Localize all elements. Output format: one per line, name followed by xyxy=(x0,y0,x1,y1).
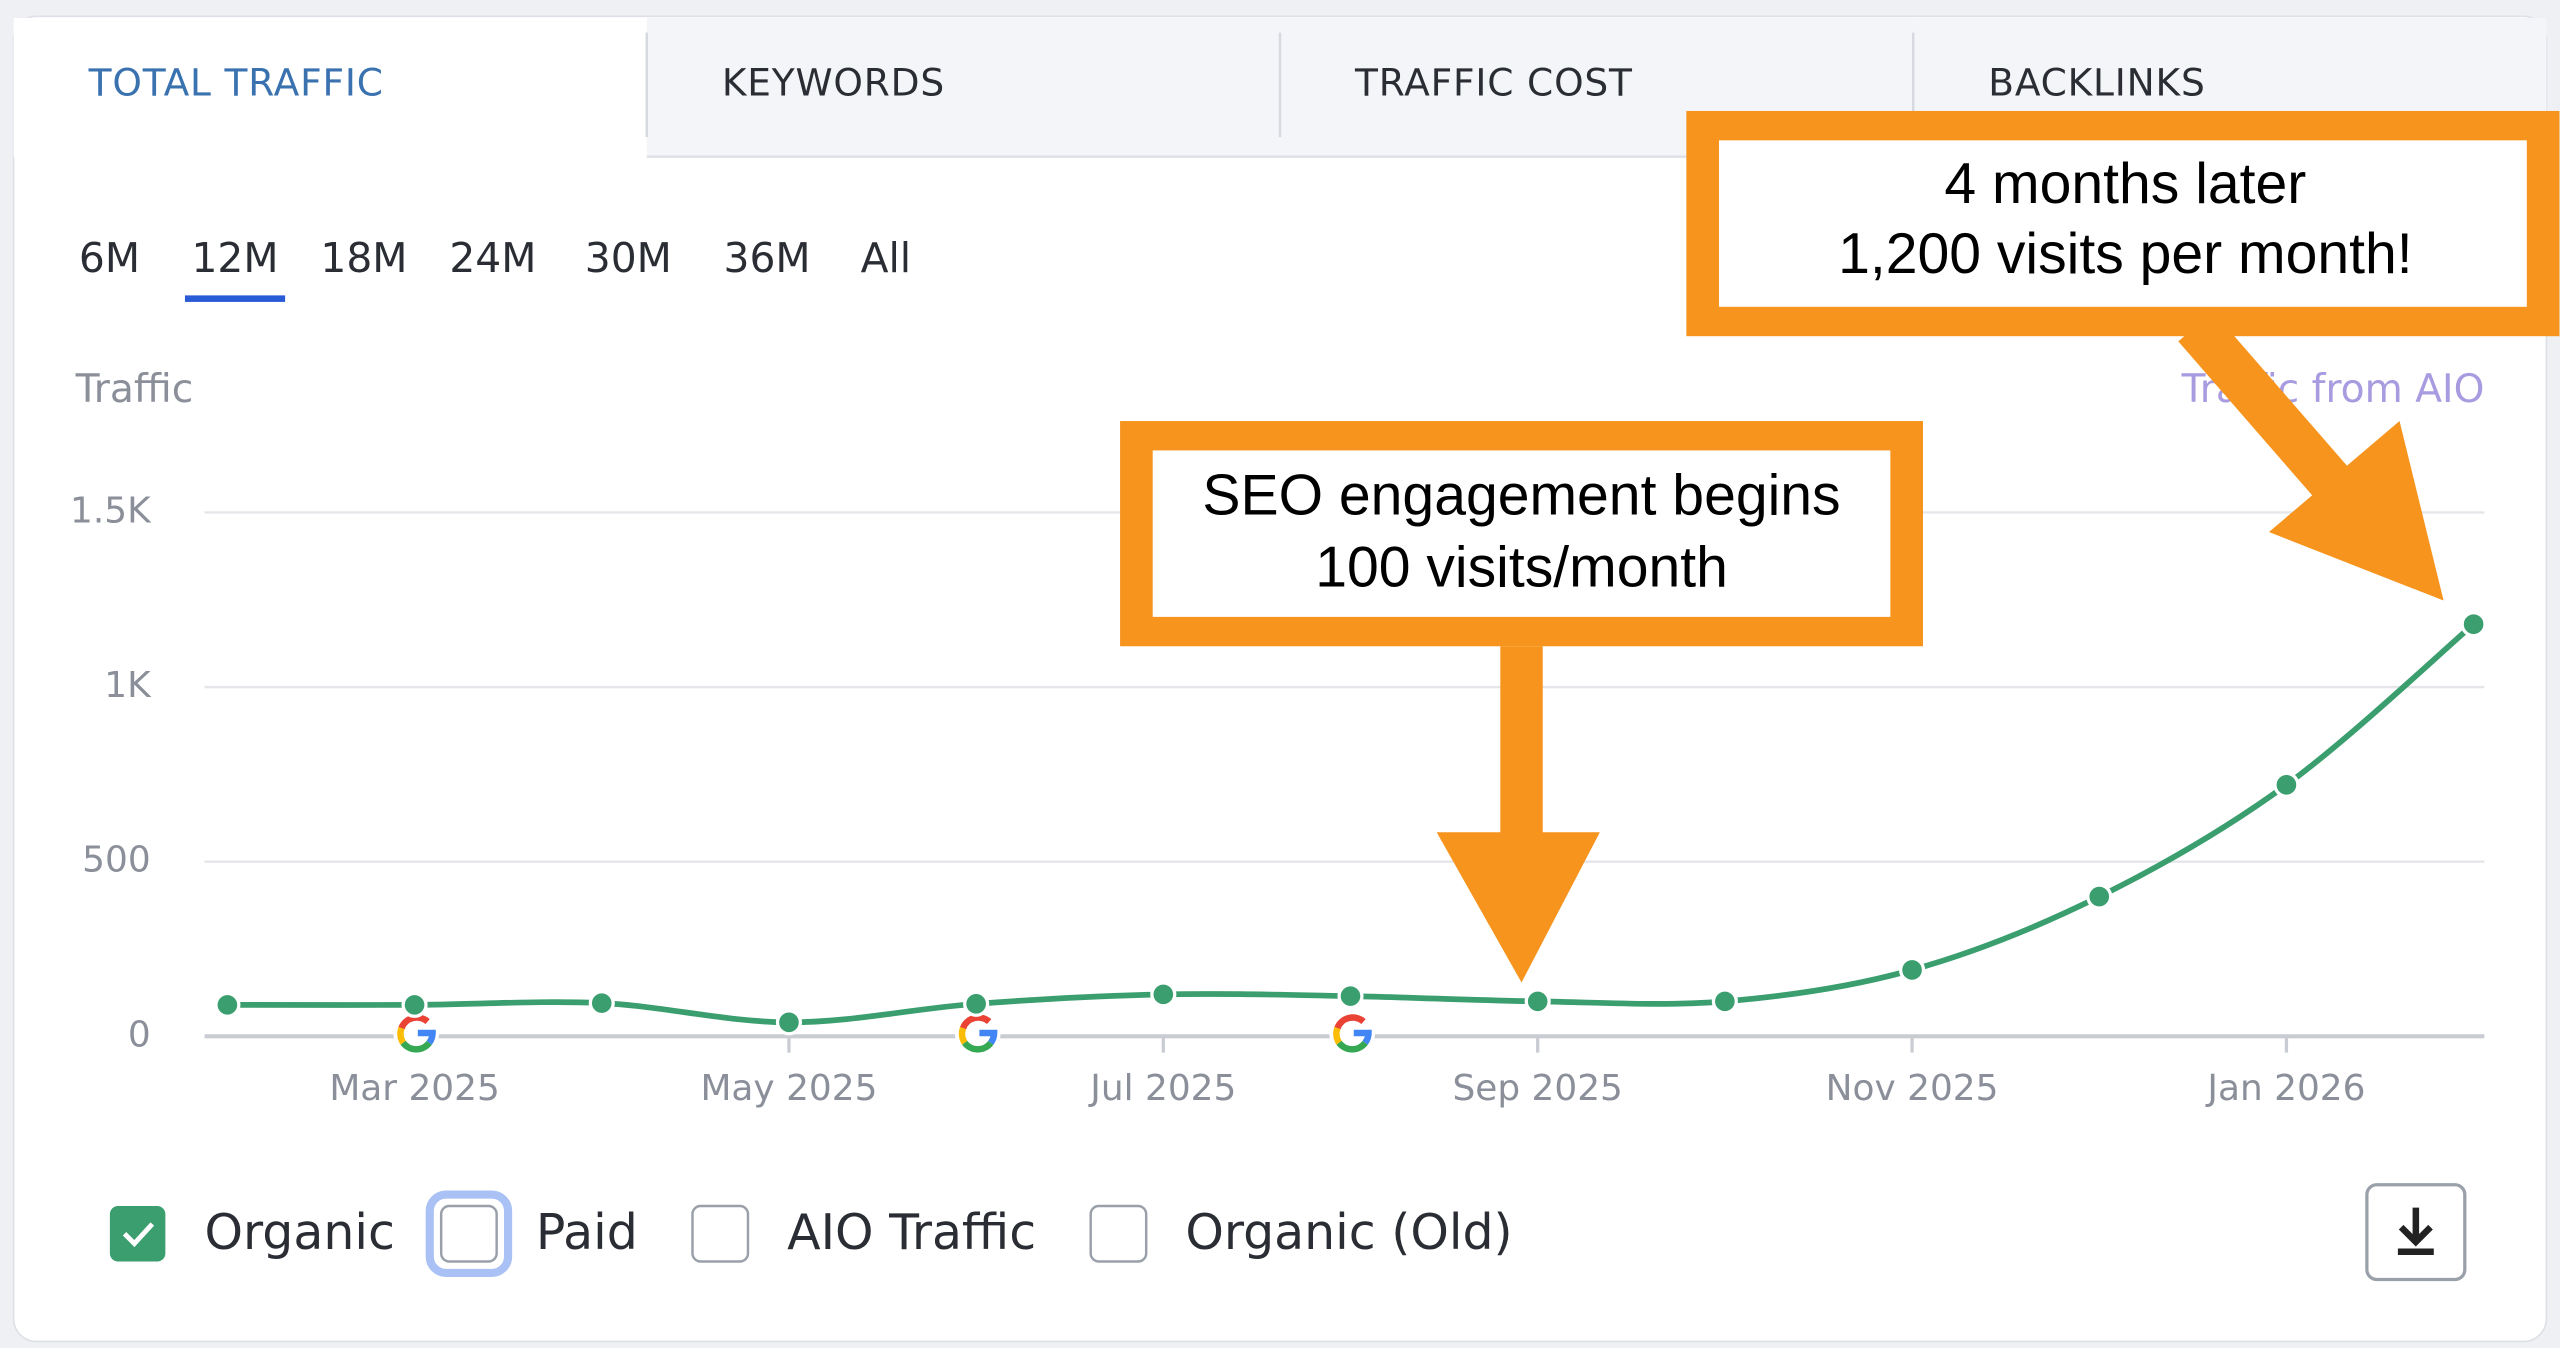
period-option[interactable]: 6M xyxy=(79,234,140,282)
icon-arc-yellow xyxy=(397,1026,407,1045)
x-tick-label: Nov 2025 xyxy=(1826,1068,1999,1109)
data-point[interactable] xyxy=(1899,956,1926,983)
y-tick-label: 1.5K xyxy=(70,490,152,531)
y-tick-label: 0 xyxy=(128,1014,151,1055)
y-axis-title: Traffic xyxy=(75,367,194,412)
annotation-box xyxy=(1718,140,2527,307)
data-point[interactable] xyxy=(1711,988,1738,1015)
data-point[interactable] xyxy=(1150,981,1177,1008)
data-point[interactable] xyxy=(401,991,428,1018)
focus-ring xyxy=(425,1190,513,1278)
data-point[interactable] xyxy=(963,990,990,1017)
download-icon xyxy=(2397,1207,2434,1255)
icon-arc-red xyxy=(398,1014,430,1030)
google-update-icon[interactable] xyxy=(954,1010,1001,1056)
legend-item[interactable]: AIO Traffic xyxy=(691,1204,1036,1263)
legend-label[interactable]: Organic xyxy=(205,1204,395,1261)
period-option[interactable]: 30M xyxy=(585,234,672,282)
tab-label[interactable]: TOTAL TRAFFIC xyxy=(88,60,384,104)
period-option[interactable]: 18M xyxy=(320,234,407,282)
icon-arc-yellow xyxy=(958,1026,968,1045)
data-point[interactable] xyxy=(1337,983,1364,1010)
y-tick-label: 500 xyxy=(82,840,151,881)
legend: Organic Paid AIO Traffic Organic (Old) xyxy=(109,1190,1513,1278)
checkbox[interactable] xyxy=(439,1204,498,1263)
data-point[interactable] xyxy=(2273,771,2300,798)
period-selector: 6M 12M 18M 24M 30M 36M All xyxy=(79,234,911,302)
icon-arc-blue xyxy=(979,1029,998,1045)
x-tick-label: Sep 2025 xyxy=(1452,1068,1622,1109)
icon-arc-blue xyxy=(1353,1029,1372,1045)
checkbox[interactable] xyxy=(109,1206,166,1262)
icon-arc-green xyxy=(400,1040,432,1053)
download-button[interactable] xyxy=(2365,1183,2467,1282)
tab-label[interactable]: KEYWORDS xyxy=(722,60,945,104)
arrow-shaft xyxy=(1500,646,1543,839)
tab[interactable]: TOTAL TRAFFIC xyxy=(13,17,647,157)
x-tick-label: May 2025 xyxy=(700,1068,877,1109)
period-option[interactable]: 24M xyxy=(449,234,536,282)
legend-item[interactable]: Organic xyxy=(109,1204,395,1262)
tab[interactable]: KEYWORDS xyxy=(645,17,1280,158)
arrow-shaft xyxy=(2178,311,2355,505)
card xyxy=(12,15,2548,1343)
legend-label[interactable]: AIO Traffic xyxy=(787,1204,1036,1261)
data-point[interactable] xyxy=(2086,883,2113,910)
icon-arc-red xyxy=(960,1014,992,1030)
period-underline xyxy=(184,295,286,302)
annotation-text: 100 visits/month xyxy=(1315,535,1728,599)
icon-arc-green xyxy=(962,1040,994,1053)
google-update-icon[interactable] xyxy=(1329,1010,1375,1056)
annotation-text: 4 months later xyxy=(1944,152,2306,216)
data-point[interactable] xyxy=(1524,988,1551,1015)
checkbox[interactable] xyxy=(691,1204,750,1263)
period-option[interactable]: 12M xyxy=(191,234,278,282)
google-update-icon[interactable] xyxy=(393,1010,440,1056)
x-tick-label: Jan 2026 xyxy=(2205,1068,2365,1109)
period-option[interactable]: All xyxy=(861,234,912,282)
checkbox[interactable] xyxy=(1089,1204,1148,1263)
icon-arc-red xyxy=(1334,1014,1366,1030)
data-point[interactable] xyxy=(775,1009,802,1036)
icon-arc-yellow xyxy=(1333,1026,1342,1045)
legend-label[interactable]: Organic (Old) xyxy=(1185,1204,1512,1261)
period-option[interactable]: 36M xyxy=(724,234,811,282)
arrow-head xyxy=(1436,832,1600,983)
tab-label[interactable]: TRAFFIC COST xyxy=(1354,60,1633,104)
tab-background[interactable] xyxy=(646,17,1280,157)
annotation-text: 1,200 visits per month! xyxy=(1838,222,2413,286)
x-tick-label: Mar 2025 xyxy=(329,1068,499,1109)
data-point[interactable] xyxy=(214,991,241,1018)
legend-item[interactable]: Organic (Old) xyxy=(1089,1204,1513,1263)
data-point[interactable] xyxy=(2460,611,2487,638)
annotation-box xyxy=(1152,450,1891,617)
annotation-text: SEO engagement begins xyxy=(1202,463,1840,527)
legend-label[interactable]: Paid xyxy=(536,1204,638,1261)
x-tick-label: Jul 2025 xyxy=(1088,1068,1236,1109)
y-tick-label: 1K xyxy=(104,665,152,706)
data-point[interactable] xyxy=(588,990,615,1017)
checkmark xyxy=(122,1222,155,1248)
legend-item[interactable]: Paid xyxy=(425,1190,638,1278)
annotations: SEO engagement begins 100 visits/month 4 m… xyxy=(1120,110,2560,983)
icon-arc-blue xyxy=(417,1029,436,1045)
icon-arc-green xyxy=(1336,1040,1368,1053)
arrow-head xyxy=(2268,421,2444,601)
tab-label[interactable]: BACKLINKS xyxy=(1988,60,2205,104)
tab-background[interactable] xyxy=(13,17,647,157)
